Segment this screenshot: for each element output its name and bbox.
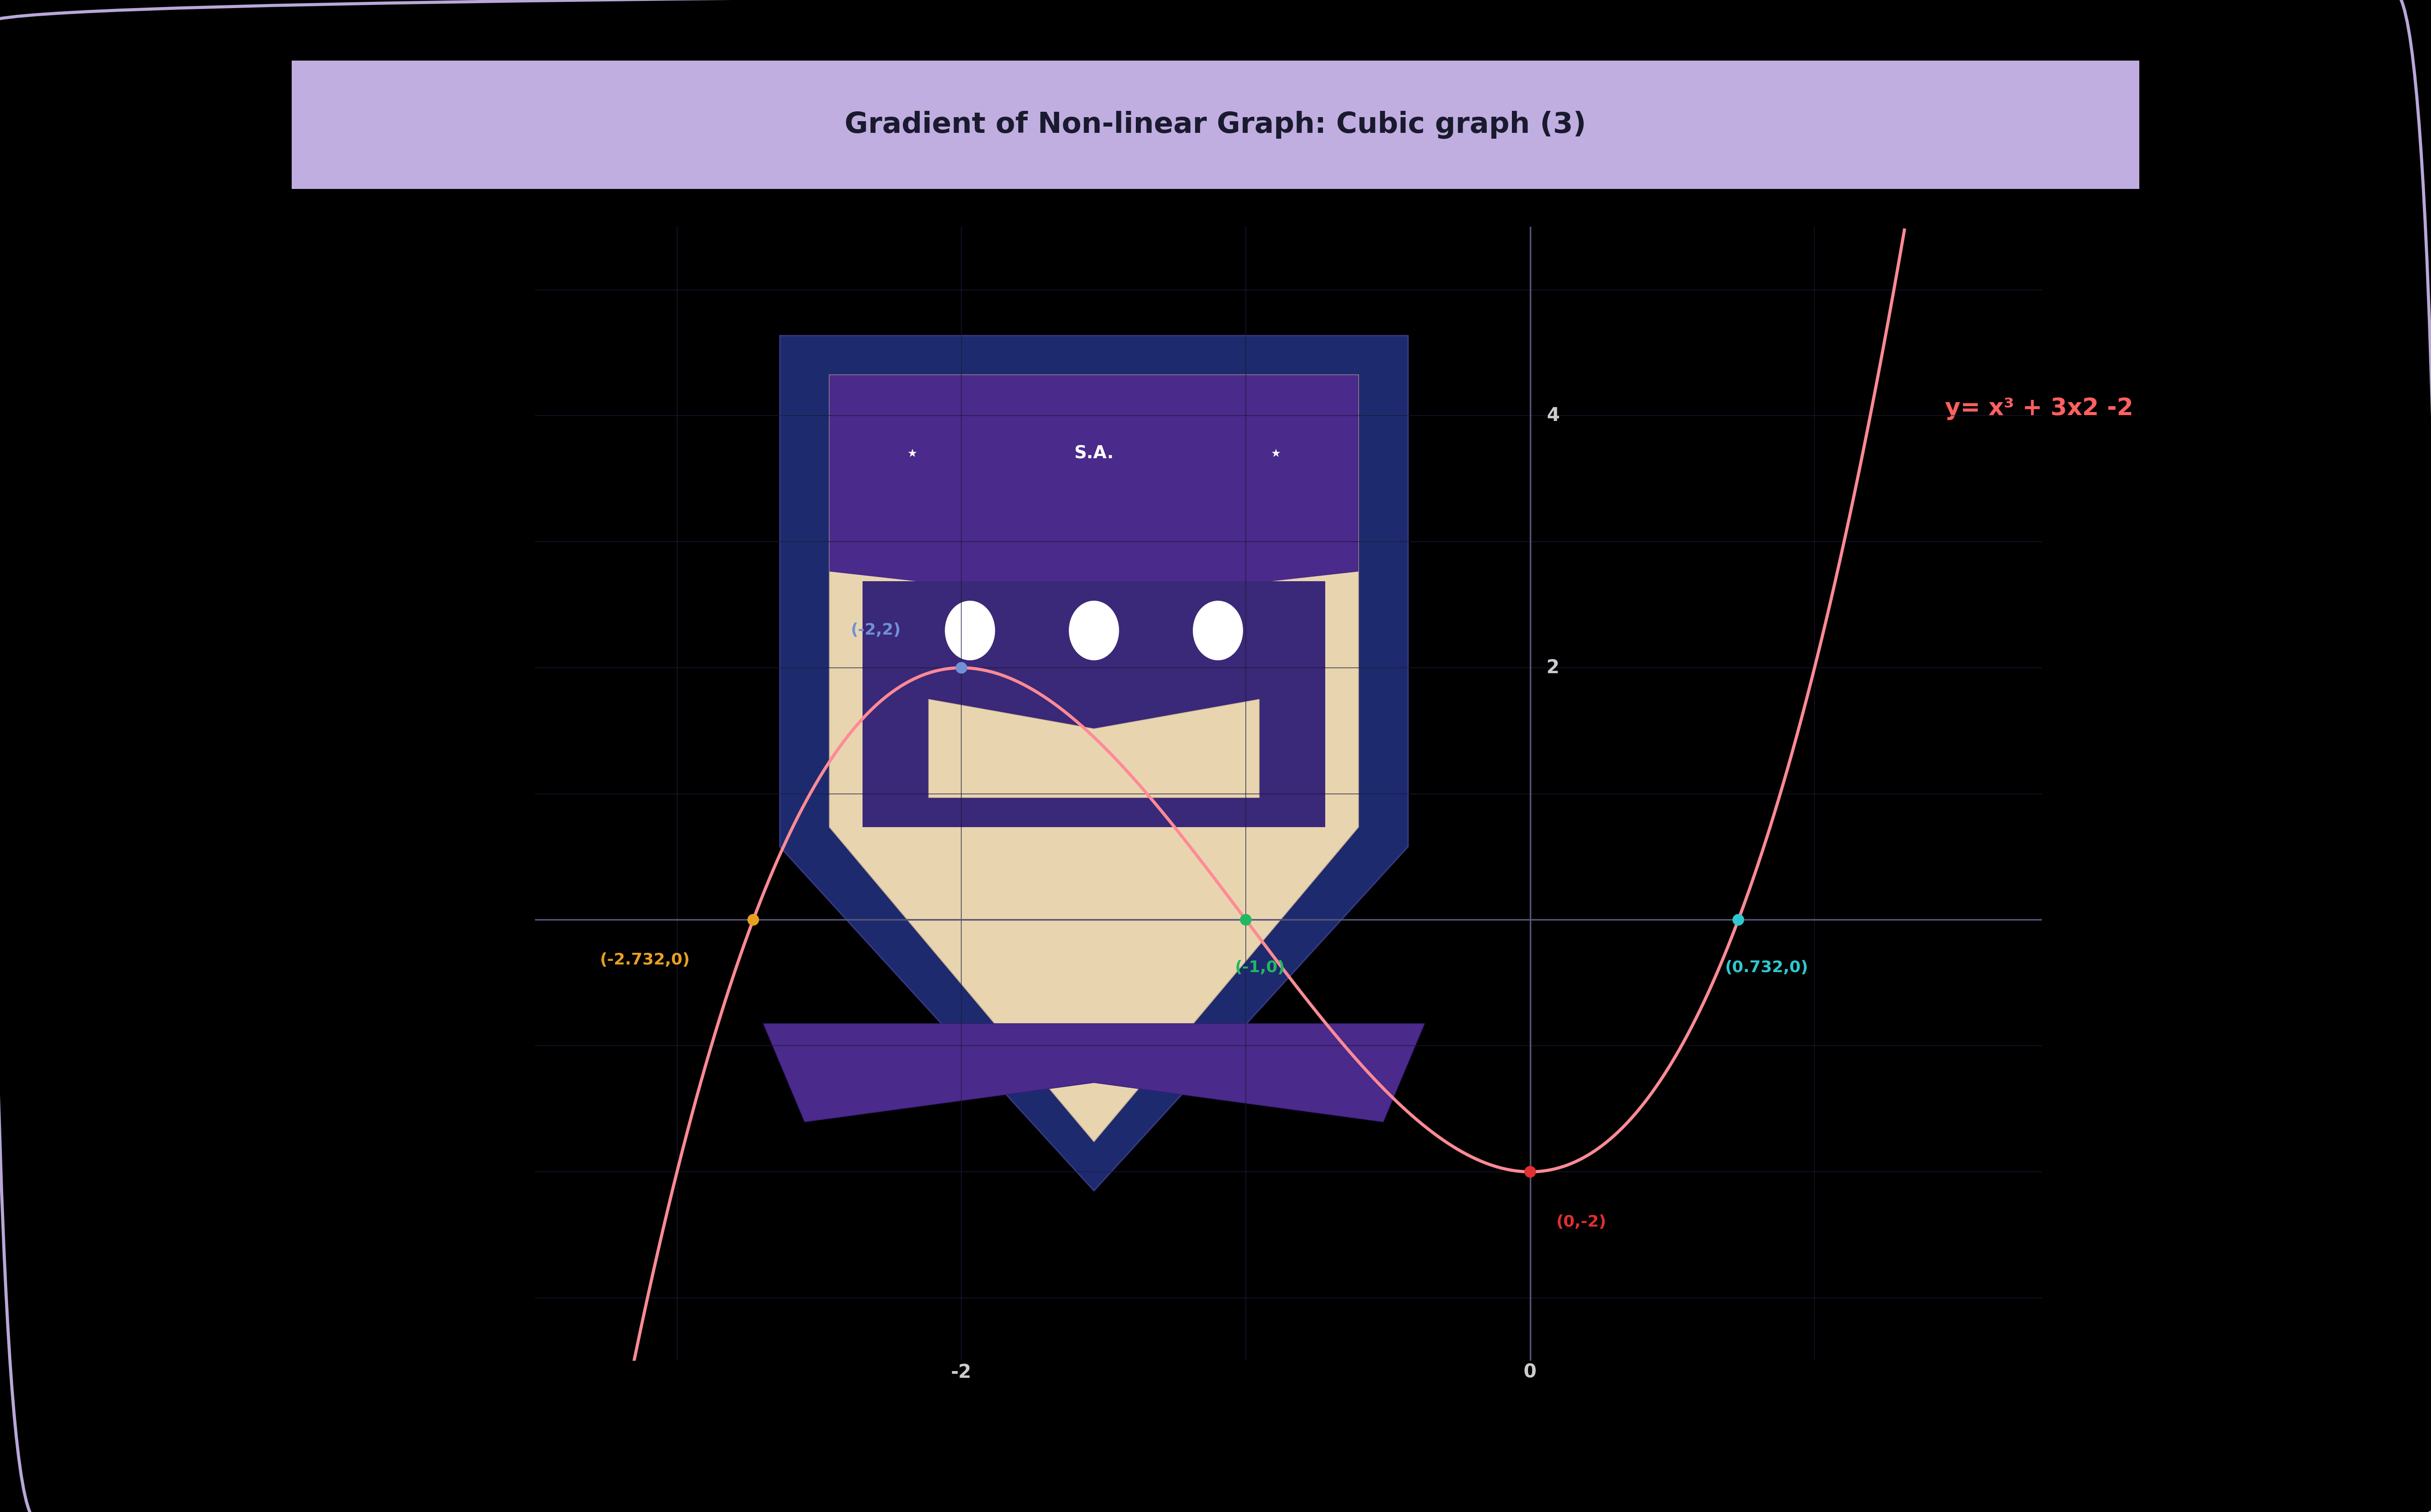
Polygon shape (929, 699, 1259, 797)
Text: S.A.: S.A. (1075, 445, 1113, 463)
Point (1225, 907, 1264, 931)
Polygon shape (780, 336, 1408, 1191)
Text: ★: ★ (1271, 448, 1281, 460)
Text: (0.732,0): (0.732,0) (1726, 960, 1809, 975)
Text: 2: 2 (1546, 658, 1558, 677)
Text: (-1,0): (-1,0) (1235, 960, 1286, 975)
Circle shape (946, 600, 994, 659)
Circle shape (1070, 600, 1118, 659)
Point (1719, 907, 1758, 931)
Text: 4: 4 (1546, 407, 1558, 425)
Point (941, 656, 980, 680)
Polygon shape (829, 375, 1359, 1142)
Text: y= x³ + 3x2 -2: y= x³ + 3x2 -2 (1945, 396, 2132, 420)
Text: ★: ★ (907, 448, 916, 460)
Text: (0,-2): (0,-2) (1556, 1214, 1607, 1229)
Point (1510, 1160, 1549, 1184)
Text: (-2,2): (-2,2) (851, 623, 902, 638)
Point (734, 907, 773, 931)
Circle shape (1194, 600, 1242, 659)
Text: (-2.732,0): (-2.732,0) (600, 953, 690, 968)
Polygon shape (829, 375, 1359, 600)
Polygon shape (763, 1024, 1425, 1122)
Bar (863, 581, 1325, 827)
Text: Gradient of Non-linear Graph: Cubic graph (3): Gradient of Non-linear Graph: Cubic grap… (844, 110, 1587, 139)
